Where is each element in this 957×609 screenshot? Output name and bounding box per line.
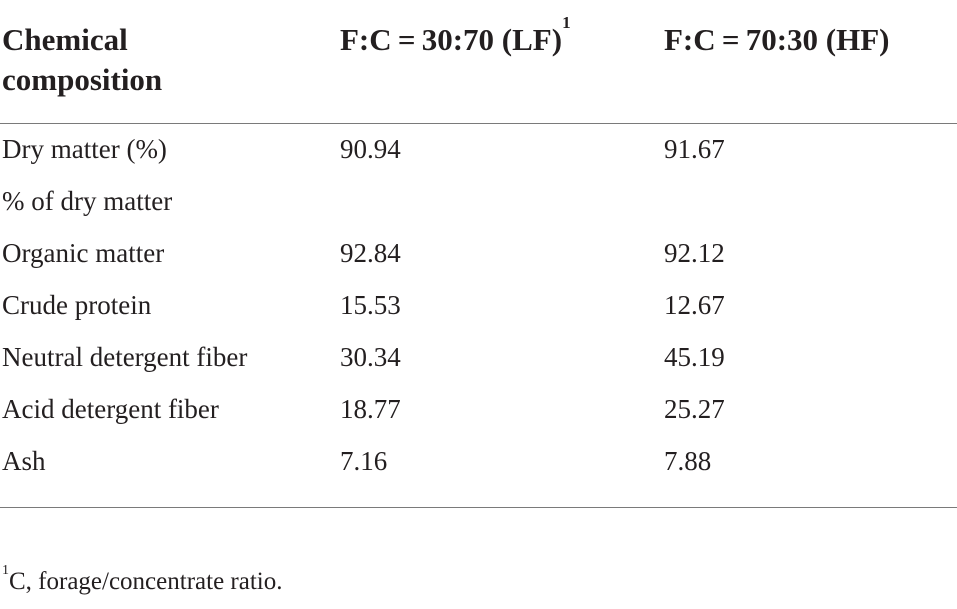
row-label: Neutral detergent fiber — [2, 342, 248, 372]
row-value-hf: 7.88 — [664, 446, 712, 476]
row-label: Organic matter — [2, 238, 165, 268]
row-label: % of dry matter — [2, 186, 173, 216]
row-label: Acid detergent fiber — [2, 394, 219, 424]
header-rule — [0, 123, 957, 124]
table-footnote: 1C, forage/concentrate ratio. — [2, 563, 283, 598]
row-value-lf: 90.94 — [340, 134, 401, 164]
row-value-hf: 25.27 — [664, 394, 725, 424]
row-value-lf: 18.77 — [340, 394, 401, 424]
header-line-1: Chemical — [2, 22, 128, 57]
row-label: Ash — [2, 446, 46, 476]
row-value-hf: 91.67 — [664, 134, 725, 164]
header-low-forage-label: F:C = 30:70 (LF) — [340, 22, 563, 57]
row-value-lf: 15.53 — [340, 290, 401, 320]
bottom-rule — [0, 507, 957, 508]
footnote-marker: 1 — [2, 563, 9, 578]
header-high-forage: F:C = 70:30 (HF) — [664, 20, 890, 60]
header-footnote-marker: 1 — [562, 13, 571, 32]
header-line-2: composition — [2, 62, 163, 97]
footnote-text: C, forage/concentrate ratio. — [9, 568, 283, 595]
row-value-lf: 92.84 — [340, 238, 401, 268]
row-value-lf: 7.16 — [340, 446, 388, 476]
row-value-hf: 92.12 — [664, 238, 725, 268]
row-label: Crude protein — [2, 290, 152, 320]
row-value-hf: 12.67 — [664, 290, 725, 320]
header-high-forage-label: F:C = 70:30 (HF) — [664, 22, 890, 57]
row-label: Dry matter (%) — [2, 134, 167, 164]
row-value-hf: 45.19 — [664, 342, 725, 372]
header-chemical-composition: Chemical composition — [2, 20, 162, 100]
row-value-lf: 30.34 — [340, 342, 401, 372]
header-low-forage: F:C = 30:70 (LF)1 — [340, 14, 571, 60]
